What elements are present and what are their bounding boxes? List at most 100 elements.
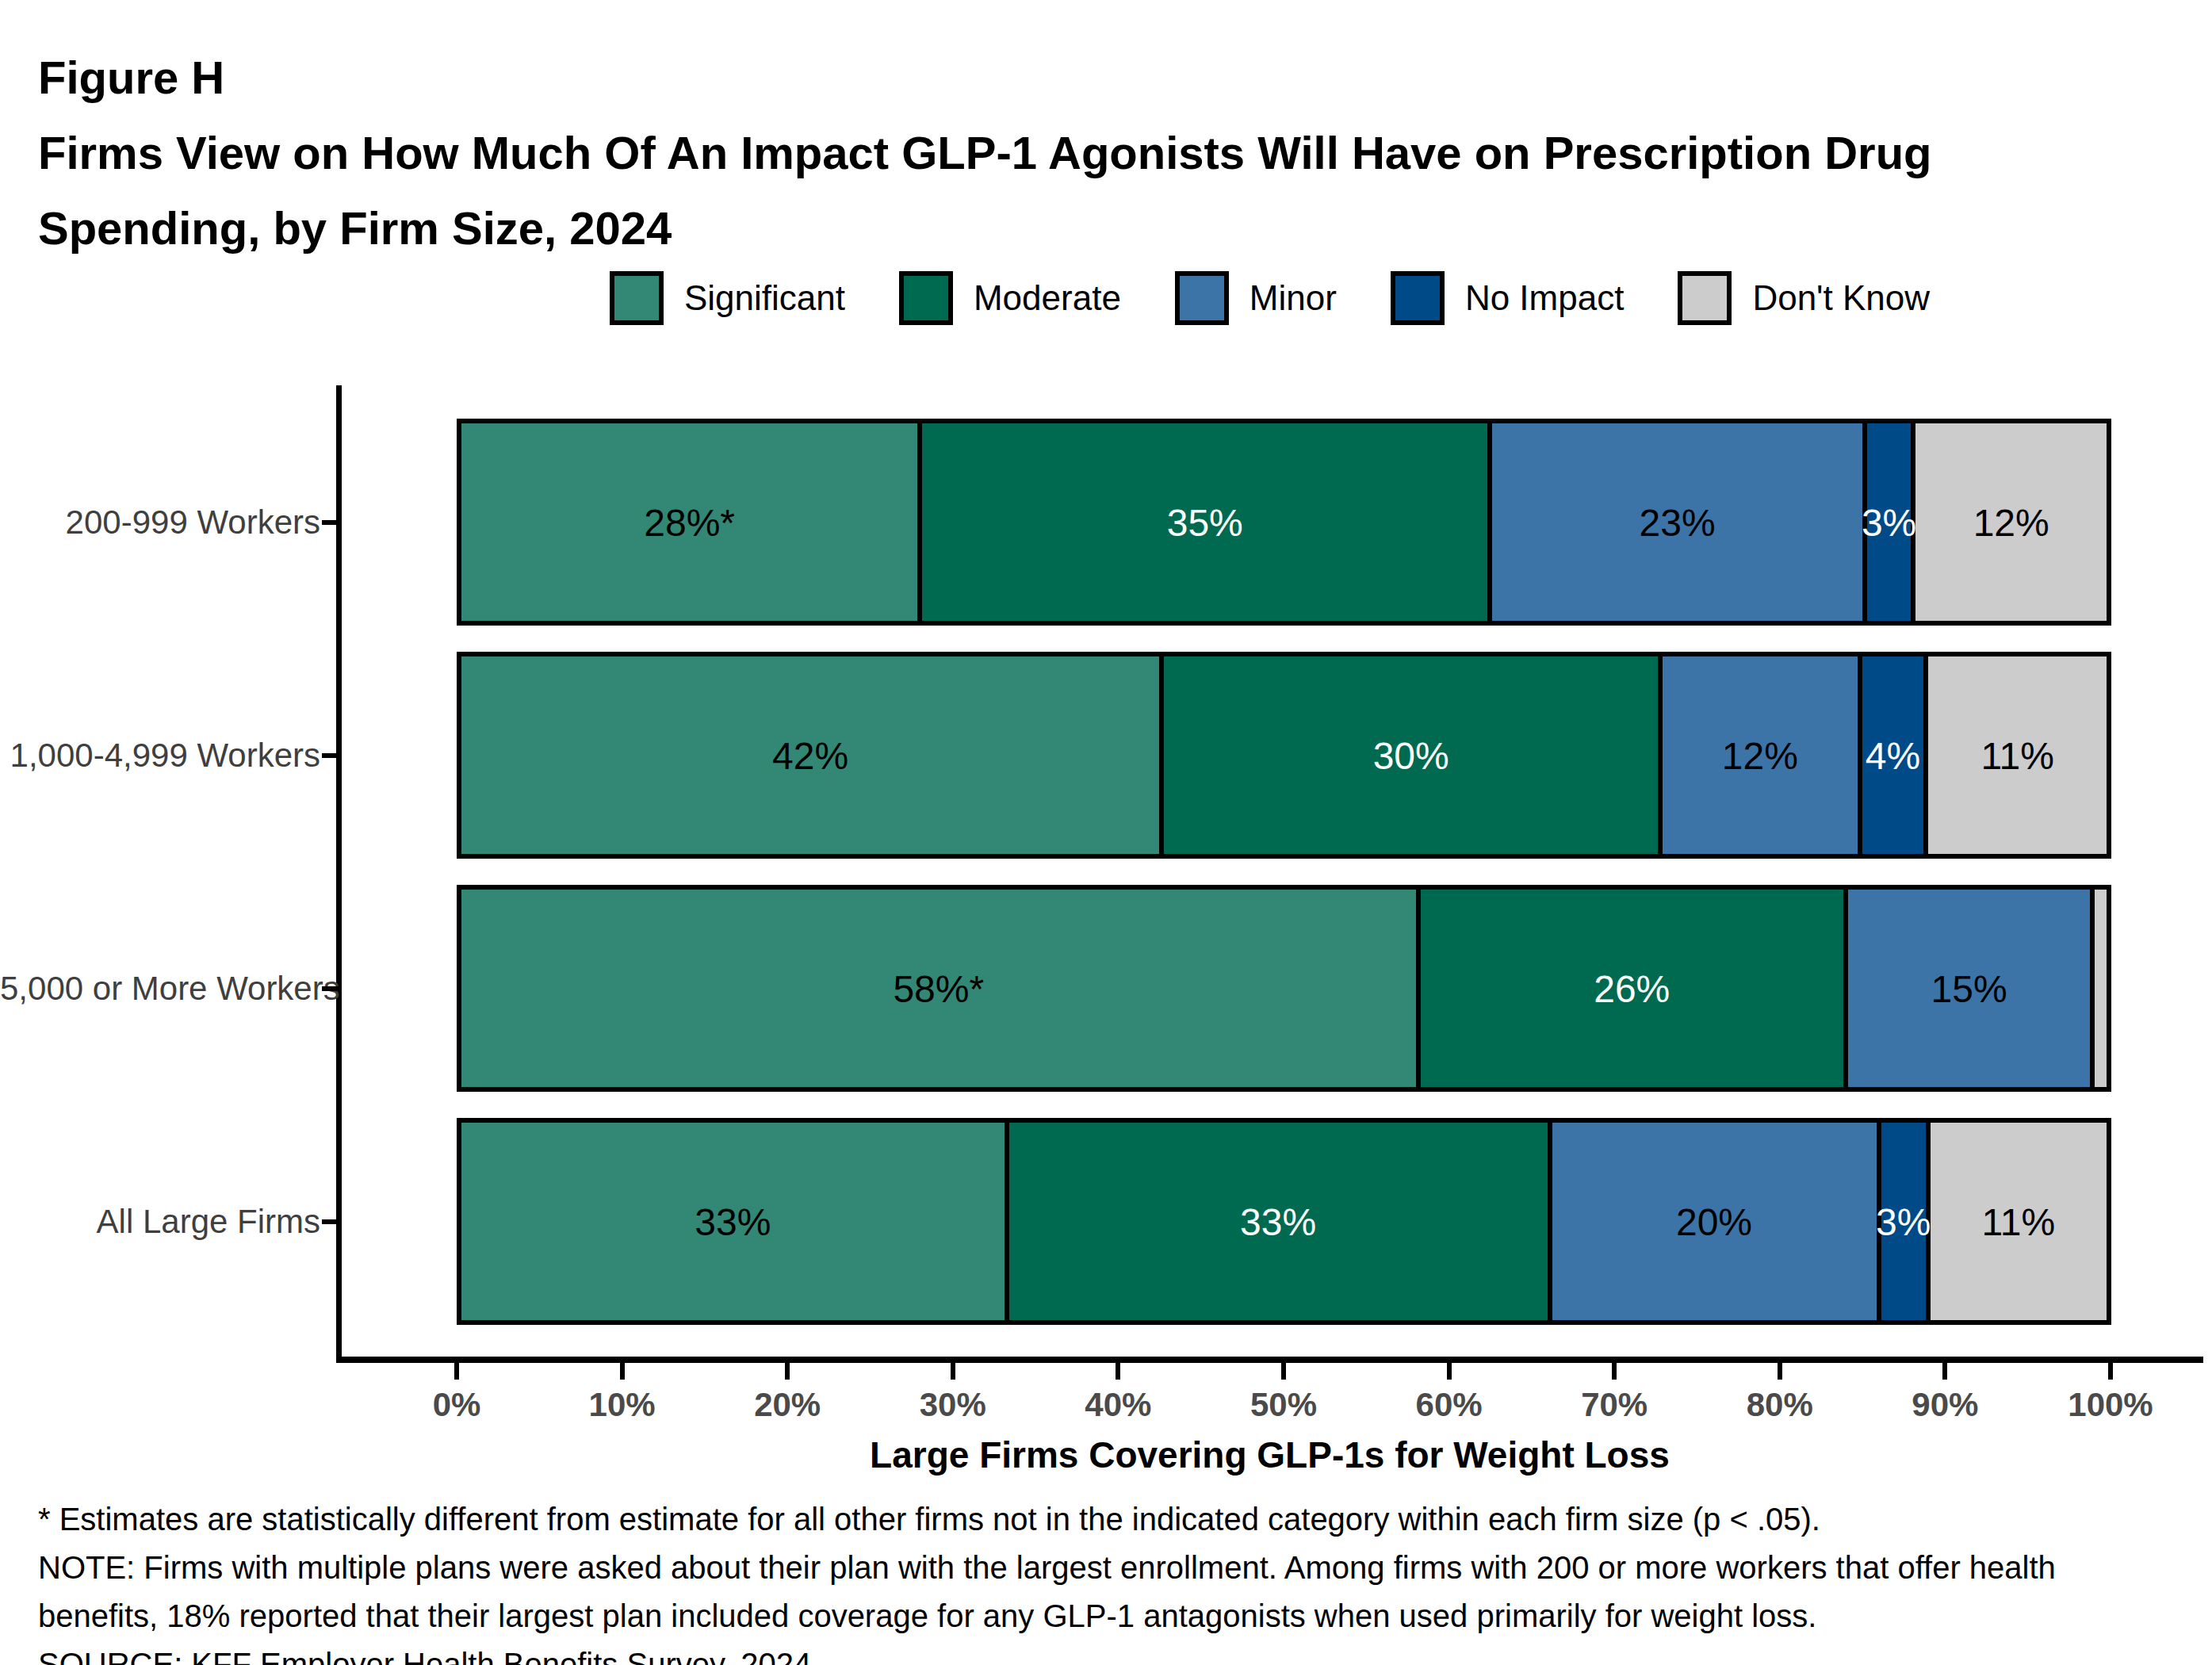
legend-key-swatch [1175,271,1229,325]
x-tick [1778,1361,1782,1380]
bar-segment-label: 11% [1982,1200,2056,1243]
x-tick [1942,1361,1947,1380]
y-category-label: 1,000-4,999 Workers [0,735,320,776]
legend-item-label: No Impact [1465,278,1625,318]
legend-item-label: Don't Know [1752,278,1930,318]
bar-segment-label: 4% [1866,733,1920,777]
bar-segment-label: 33% [695,1200,771,1243]
bar-segment-label: 23% [1639,500,1715,544]
x-tick [2108,1361,2113,1380]
legend-key-swatch [1391,271,1445,325]
y-tick [322,986,339,991]
bar-segment: 33% [1005,1123,1548,1320]
x-axis-title: Large Firms Covering GLP-1s for Weight L… [341,1433,2199,1476]
y-tick [322,520,339,525]
x-tick-label: 40% [1031,1386,1205,1424]
bar-segment-label: 26% [1594,966,1670,1010]
bar-segment: 12% [1658,656,1858,854]
bar-segment: 15% [1843,890,2090,1087]
footnote-line: NOTE: Firms with multiple plans were ask… [38,1544,2056,1592]
bar-segment: 35% [917,423,1487,621]
legend-item: Moderate [899,271,1121,325]
bar-segment: 11% [1926,1123,2107,1320]
bar-segment: 3% [1877,1123,1926,1320]
footnote-line: * Estimates are statistically different … [38,1495,2056,1544]
bar-segment-label: 20% [1676,1200,1752,1243]
x-tick-label: 30% [866,1386,1040,1424]
bar-segment-label: 3% [1862,500,1916,544]
bar-segment: 28%* [461,423,917,621]
bar-segment: 33% [461,1123,1005,1320]
bar-segment-label: 11% [1980,733,2054,777]
x-tick [454,1361,459,1380]
legend-item: No Impact [1391,271,1625,325]
bar-segment-label: 12% [1722,733,1798,777]
bar-segment: 26% [1416,890,1844,1087]
bar-segment: 12% [1911,423,2107,621]
bar-segment: 11% [1923,656,2107,854]
plot-panel: 28%* 35% 23% 3% 12% 42% 30% 12% 4% 11% 58%* 26% 15% 3… [341,385,2199,1357]
legend-key-swatch [610,271,664,325]
bar-segment: 23% [1487,423,1862,621]
bar-segment: 20% [1548,1123,1877,1320]
legend-item: Don't Know [1678,271,1930,325]
y-category-label: All Large Firms [0,1201,320,1242]
x-tick-label: 70% [1527,1386,1701,1424]
bar-segment: 58%* [461,890,1416,1087]
bar-segment: 30% [1159,656,1658,854]
y-category-label: 5,000 or More Workers [0,968,320,1009]
bar-row: 33% 33% 20% 3% 11% [457,1118,2111,1325]
bar-segment [2090,890,2107,1087]
x-tick-label: 20% [700,1386,874,1424]
bar-row: 42% 30% 12% 4% 11% [457,652,2111,859]
legend-key-swatch [1678,271,1732,325]
x-tick [1447,1361,1452,1380]
legend-item-label: Significant [684,278,845,318]
bar-row: 28%* 35% 23% 3% 12% [457,419,2111,626]
chart-title-line2: Spending, by Firm Size, 2024 [38,190,1932,266]
x-tick [1612,1361,1617,1380]
x-tick-label: 90% [1858,1386,2032,1424]
bars: 28%* 35% 23% 3% 12% 42% 30% 12% 4% 11% 58%* 26% 15% 3… [457,385,2111,1357]
legend-item: Minor [1175,271,1337,325]
footnotes: * Estimates are statistically different … [38,1495,2056,1665]
legend: Significant Moderate Minor No Impact Don't K… [341,268,2199,328]
x-tick-label: 50% [1196,1386,1371,1424]
bar-segment-label: 58%* [893,966,984,1010]
figure-label: Figure H [38,40,1932,115]
bar-segment: 3% [1862,423,1912,621]
title-block: Figure H Firms View on How Much Of An Im… [38,40,1932,266]
chart-area: Figure H Firms View on How Much Of An Im… [0,0,2212,1665]
bar-segment-label: 30% [1373,733,1449,777]
legend-item-label: Moderate [974,278,1121,318]
x-tick [785,1361,790,1380]
footnote-line: SOURCE: KFF Employer Health Benefits Sur… [38,1640,2056,1665]
bar-segment: 4% [1858,656,1924,854]
legend-key-swatch [899,271,953,325]
bar-segment-label: 15% [1931,966,2007,1010]
bar-segment: 42% [461,656,1159,854]
y-tick [322,753,339,758]
legend-item: Significant [610,271,845,325]
y-category-label: 200-999 Workers [0,502,320,543]
bar-segment-label: 28%* [644,500,735,544]
x-tick-label: 80% [1693,1386,1867,1424]
legend-item-label: Minor [1250,278,1337,318]
bar-row: 58%* 26% 15% [457,885,2111,1092]
x-tick-label: 100% [2023,1386,2198,1424]
y-tick [322,1219,339,1224]
x-tick-label: 60% [1362,1386,1537,1424]
x-tick-label: 0% [369,1386,544,1424]
x-axis-line [336,1357,2203,1363]
bar-segment-label: 12% [1973,500,2049,544]
x-tick-label: 10% [535,1386,710,1424]
bar-segment-label: 33% [1240,1200,1316,1243]
x-tick [1281,1361,1286,1380]
x-tick [951,1361,955,1380]
bar-segment-label: 3% [1876,1200,1931,1243]
bar-segment-label: 35% [1167,500,1243,544]
footnote-line: benefits, 18% reported that their larges… [38,1592,2056,1640]
x-tick [620,1361,625,1380]
bar-segment-label: 42% [772,733,848,777]
x-tick [1116,1361,1120,1380]
